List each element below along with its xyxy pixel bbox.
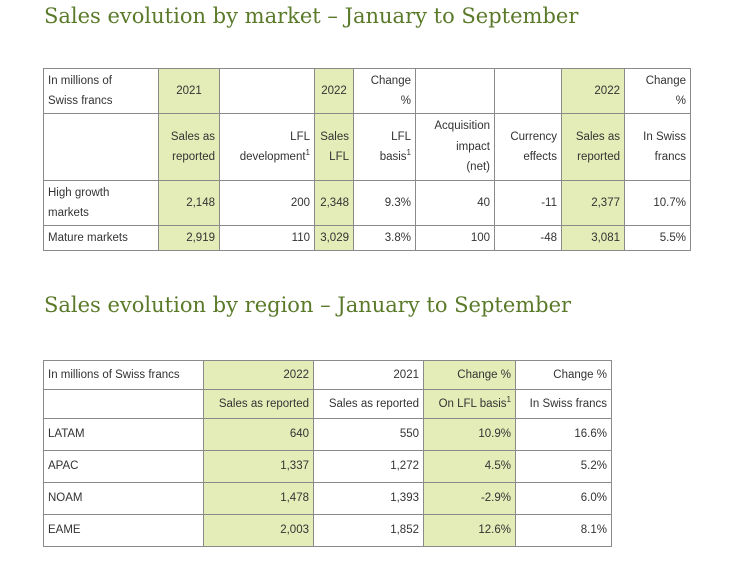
header-2022: 2022 — [314, 68, 354, 114]
value-sales-lfl: 2,348 — [314, 180, 354, 226]
header-currency: Currency effects — [494, 113, 562, 181]
region-header-row-1: In millions of Swiss francs 2022 2021 Ch… — [43, 360, 612, 390]
region-name: APAC — [43, 450, 204, 483]
value-2021: 2,148 — [158, 180, 220, 226]
header-sales-lfl: Sales LFL — [314, 113, 354, 181]
value-2022: 1,478 — [203, 482, 314, 515]
value-acquisition: 100 — [415, 225, 495, 251]
header-2022: 2022 — [203, 360, 314, 390]
value-2022: 2,003 — [203, 514, 314, 547]
market-name: High growth markets — [43, 180, 159, 226]
header-blank — [43, 389, 204, 419]
value-2021: 1,272 — [313, 450, 424, 483]
header-lfl-development: LFL development1 — [219, 113, 315, 181]
header-blank — [219, 68, 315, 114]
value-lfl-dev: 110 — [219, 225, 315, 251]
value-lfl-change: 12.6% — [423, 514, 516, 547]
header-2021: 2021 — [158, 68, 220, 114]
header-on-lfl-basis: On LFL basis1 — [423, 389, 516, 419]
header-sales-reported-2021: Sales as reported — [158, 113, 220, 181]
market-name: Mature markets — [43, 225, 159, 251]
value-chf-change: 5.2% — [515, 450, 612, 483]
value-chf-change: 10.7% — [624, 180, 691, 226]
header-2021: 2021 — [313, 360, 424, 390]
header-sales-reported-2022: Sales as reported — [561, 113, 625, 181]
units-label: In millions of Swiss francs — [43, 68, 159, 114]
value-chf-change: 6.0% — [515, 482, 612, 515]
sales-by-region-table: In millions of Swiss francs 2022 2021 Ch… — [43, 360, 612, 547]
value-chf-change: 16.6% — [515, 418, 612, 451]
region-header-row-2: Sales as reported Sales as reported On L… — [43, 389, 612, 419]
value-2022: 640 — [203, 418, 314, 451]
value-chf-change: 8.1% — [515, 514, 612, 547]
value-2021: 1,393 — [313, 482, 424, 515]
header-blank — [494, 68, 562, 114]
region-name: LATAM — [43, 418, 204, 451]
table-row: Mature markets 2,919 110 3,029 3.8% 100 … — [43, 225, 691, 251]
header-blank — [415, 68, 495, 114]
value-sales-lfl: 3,029 — [314, 225, 354, 251]
value-currency: -11 — [494, 180, 562, 226]
value-2022: 1,337 — [203, 450, 314, 483]
value-lfl-change: 4.5% — [423, 450, 516, 483]
header-change: Change % — [353, 68, 416, 114]
header-2022-reported: 2022 — [561, 68, 625, 114]
value-2021: 2,919 — [158, 225, 220, 251]
value-lfl-change: 10.9% — [423, 418, 516, 451]
table-row: NOAM 1,478 1,393 -2.9% 6.0% — [43, 482, 612, 515]
region-name: EAME — [43, 514, 204, 547]
value-acquisition: 40 — [415, 180, 495, 226]
header-sales-reported-2022: Sales as reported — [203, 389, 314, 419]
units-label: In millions of Swiss francs — [43, 360, 204, 390]
footnote-mark: 1 — [406, 148, 411, 157]
value-2022: 2,377 — [561, 180, 625, 226]
header-lfl-basis: LFL basis1 — [353, 113, 416, 181]
value-currency: -48 — [494, 225, 562, 251]
value-lfl-dev: 200 — [219, 180, 315, 226]
header-acquisition: Acquisition impact (net) — [415, 113, 495, 181]
header-in-swiss-francs: In Swiss francs — [624, 113, 691, 181]
value-lfl-change: -2.9% — [423, 482, 516, 515]
market-header-row-1: In millions of Swiss francs 2021 2022 Ch… — [43, 68, 691, 114]
table-row: APAC 1,337 1,272 4.5% 5.2% — [43, 450, 612, 483]
region-name: NOAM — [43, 482, 204, 515]
sales-by-market-table: In millions of Swiss francs 2021 2022 Ch… — [43, 68, 691, 251]
region-section-title: Sales evolution by region – January to S… — [44, 293, 572, 317]
value-2022: 3,081 — [561, 225, 625, 251]
header-change-chf: Change % — [624, 68, 691, 114]
table-row: High growth markets 2,148 200 2,348 9.3%… — [43, 180, 691, 226]
header-change-chf: Change % — [515, 360, 612, 390]
header-blank — [43, 113, 159, 181]
header-in-swiss-francs: In Swiss francs — [515, 389, 612, 419]
value-2021: 1,852 — [313, 514, 424, 547]
header-change-lfl: Change % — [423, 360, 516, 390]
footnote-mark: 1 — [506, 394, 511, 404]
value-2021: 550 — [313, 418, 424, 451]
value-chf-change: 5.5% — [624, 225, 691, 251]
market-section-title: Sales evolution by market – January to S… — [44, 4, 579, 28]
table-row: LATAM 640 550 10.9% 16.6% — [43, 418, 612, 451]
value-lfl-basis: 9.3% — [353, 180, 416, 226]
value-lfl-basis: 3.8% — [353, 225, 416, 251]
market-header-row-2: Sales as reported LFL development1 Sales… — [43, 113, 691, 181]
table-row: EAME 2,003 1,852 12.6% 8.1% — [43, 514, 612, 547]
footnote-mark: 1 — [305, 148, 310, 157]
header-sales-reported-2021: Sales as reported — [313, 389, 424, 419]
